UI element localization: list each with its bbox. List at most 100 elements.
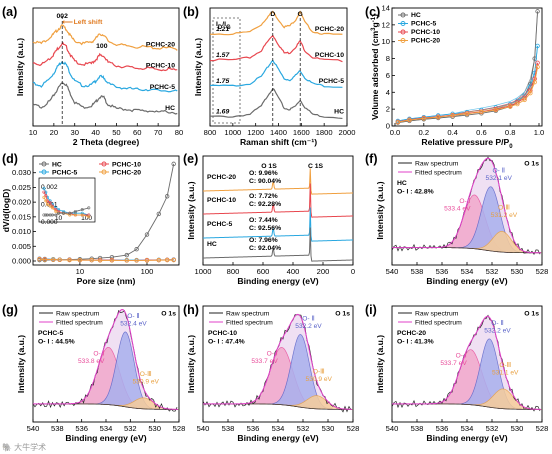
component-be-1: 533.7 eV [251,358,278,365]
sample-label: PCHC-10 [208,330,237,337]
inset-point-pchc-20 [68,213,72,217]
y-tick-label: 0.025 [12,183,31,192]
series-label-pchc-10: PCHC-10 [207,197,236,204]
series-label-pchc-20: PCHC-20 [207,174,236,181]
data-point-pchc-20 [156,257,162,263]
legend-label-raw: Raw spectrum [226,311,270,318]
d-band-label: D [270,11,275,18]
y-axis-title: dV/d(logD) [1,189,11,233]
inset-point-pchc-5 [73,211,77,215]
inset-point-pchc-5 [44,190,48,194]
legend-marker [400,12,406,18]
inset-point-hc [44,213,48,217]
o-content-pchc-20: O: 9.96% [249,170,278,177]
panel-b: ID/IG PCHC-20 1.21 PCHC-10 1.57 PCHC-5 1.75 HC 1… [183,5,355,147]
inset-point-pchc-20 [44,199,48,203]
y-tick-label: 4 [386,88,390,97]
x-tick-label: 528 [536,267,549,276]
x-tick-label: 532 [297,424,310,433]
component-name-2: O- Ⅱ [491,320,503,327]
o1-ratio-label: O- I : 42.8% [397,189,434,196]
panel-label-i: (i) [365,303,377,317]
legend-label-raw: Raw spectrum [56,311,100,318]
y-axis-title: Intensity (a.u.) [186,181,196,239]
raw-spectrum-line [32,309,178,412]
component-name-2: O- Ⅱ [302,315,314,322]
x-tick-label: 0.2 [419,128,430,137]
panel-label-h: (h) [183,303,199,317]
data-point-pchc-20 [522,97,527,103]
y-tick-label: 0.020 [12,198,31,207]
data-point-pchc-20 [508,104,513,109]
inset-point-pchc-20 [42,195,46,199]
x-tick-label: 1000 [224,128,241,137]
inset-y-tick-label: 0.002 [41,184,58,191]
component-be-3: 531.1 eV [492,369,519,376]
series-label-hc: HC [334,109,344,116]
peak-label-002: 002 [57,13,69,20]
panel-e: PCHC-20O: 9.96%C: 90.04%PCHC-10O: 7.72%C… [183,152,355,286]
data-point-pchc-20 [164,257,170,263]
inset-point-hc [50,213,54,217]
x-tick-label: 536 [436,424,449,433]
inset-point-hc [57,211,61,215]
desorption-line-pchc-5 [397,45,538,122]
component-be-2: 532.4 eV [120,320,147,327]
legend-label-hc: HC [411,12,421,19]
panel-g: Raw spectrum Fitted spectrum O 1s PCHC-5 O- … [2,303,185,443]
series-line-pchc-20 [397,66,539,123]
inset-point-pchc-5 [80,211,84,215]
component-name-3: O-Ⅲ [140,371,152,378]
data-point-pchc-20 [144,258,150,263]
x-tick-label: 60 [133,128,141,137]
x-tick-label: 530 [511,424,524,433]
y-axis-title: Intensity (a.u.) [186,335,196,393]
y-tick-label: 0.015 [12,212,31,221]
data-point-hc [144,232,150,237]
y-axis-title: Intensity (a.u.) [375,335,385,393]
x-tick-label: 534 [461,424,474,433]
legend-label-pchc-20: PCHC-20 [112,170,141,177]
x-axis-title: Binding energy (eV) [65,433,146,443]
series-line-hc [32,82,178,115]
x-tick-label: 0.6 [476,128,487,137]
data-point-pchc-20 [97,258,103,263]
component-be-1: 533.7 eV [440,360,467,367]
ratio-header: ID/IG [216,21,231,31]
y-tick-label: 6 [386,71,390,80]
legend-label-pchc-10: PCHC-10 [411,29,440,36]
shift-arrow-head [62,20,65,24]
watermark: 🐘 大牛学术 [2,443,47,452]
desorption-line-pchc-20 [397,66,538,123]
x-tick-label: 0 [351,267,355,276]
inset-x-tick-label: 10 [55,215,63,222]
inset-point-hc [62,211,66,215]
x-axis-title: Pore size (nm) [77,276,136,286]
legend-label-hc: HC [52,162,62,169]
x-tick-label: 1.0 [534,128,545,137]
x-tick-label: 532 [486,267,499,276]
data-point-hc [535,9,540,14]
data-point-pchc-20 [109,258,115,263]
x-tick-label: 80 [175,128,183,137]
data-point-pchc-20 [77,257,83,263]
series-line-pchc-20 [209,10,343,36]
panel-h: Raw spectrum Fitted spectrum O 1s PCHC-10 O-… [183,303,359,443]
panel-label-a: (a) [2,5,17,19]
panel-a: PCHC-20 PCHC-10 PCHC-5 HC 002 Left shift 100 10… [2,5,183,147]
panel-label-f: (f) [365,152,378,166]
series-line-pchc-10 [209,34,343,63]
series-label-pchc-5: PCHC-5 [319,78,345,85]
data-point-pchc-20 [515,101,520,107]
x-tick-label: 528 [347,424,360,433]
inset-point-hc [80,208,84,212]
sample-label: PCHC-20 [397,330,426,337]
ratio-value-pchc-10: 1.57 [216,52,230,59]
y-tick-label: 14 [382,4,390,13]
legend-marker [101,169,107,175]
x-tick-label: 1200 [247,128,264,137]
x-tick-label: 530 [148,424,161,433]
plot-frame [202,155,354,266]
inset-point-pchc-5 [57,208,61,212]
panel-label-c: (c) [365,5,380,19]
